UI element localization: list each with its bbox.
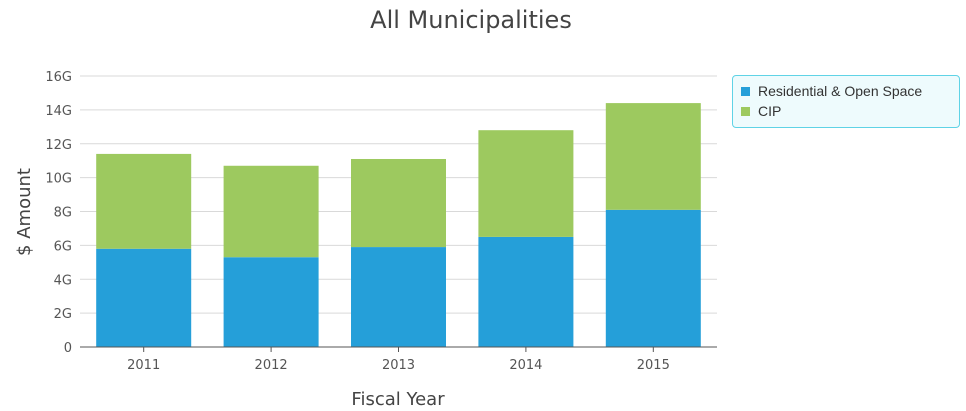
y-tick-label: 2G — [54, 307, 72, 322]
y-tick-label: 6G — [54, 239, 72, 254]
y-tick-label: 12G — [45, 138, 72, 153]
bars — [96, 103, 701, 347]
y-tick-label: 14G — [45, 104, 72, 119]
bar-residential-2011[interactable] — [96, 248, 192, 347]
bar-cip-2011[interactable] — [96, 153, 192, 249]
y-tick-label: 0 — [64, 341, 72, 356]
legend-label-cip: CIP — [758, 103, 782, 119]
y-tick-label: 8G — [54, 206, 72, 221]
bar-residential-2012[interactable] — [223, 257, 319, 347]
y-tick-label: 4G — [54, 273, 72, 288]
y-axis-title: $ Amount — [14, 168, 35, 256]
x-tick-label: 2014 — [509, 358, 542, 373]
bar-cip-2012[interactable] — [223, 165, 319, 258]
y-tick-label: 10G — [45, 172, 72, 187]
x-tick-label: 2011 — [127, 358, 160, 373]
legend-swatch-cip — [741, 106, 750, 116]
bar-residential-2014[interactable] — [478, 236, 574, 347]
x-tick-label: 2013 — [382, 358, 415, 373]
y-tick-label: 16G — [45, 70, 72, 85]
bar-residential-2013[interactable] — [351, 247, 446, 347]
bar-cip-2014[interactable] — [478, 130, 574, 237]
chart-title: All Municipalities — [370, 6, 572, 34]
legend-item-cip[interactable]: CIP — [741, 101, 951, 121]
x-axis-ticks: 2011 2012 2013 2014 2015 — [127, 347, 670, 373]
legend: Residential & Open Space CIP — [732, 75, 960, 128]
x-axis-title: Fiscal Year — [351, 389, 445, 410]
x-tick-label: 2015 — [637, 358, 670, 373]
x-tick-label: 2012 — [255, 358, 288, 373]
bar-residential-2015[interactable] — [605, 209, 701, 347]
legend-label-residential: Residential & Open Space — [758, 83, 923, 99]
y-axis-ticks: 0 2G 4G 6G 8G 10G 12G 14G 16G — [45, 70, 72, 356]
legend-swatch-residential — [741, 86, 750, 96]
bar-cip-2015[interactable] — [605, 103, 701, 210]
bar-cip-2013[interactable] — [351, 158, 446, 248]
legend-item-residential[interactable]: Residential & Open Space — [741, 81, 951, 101]
